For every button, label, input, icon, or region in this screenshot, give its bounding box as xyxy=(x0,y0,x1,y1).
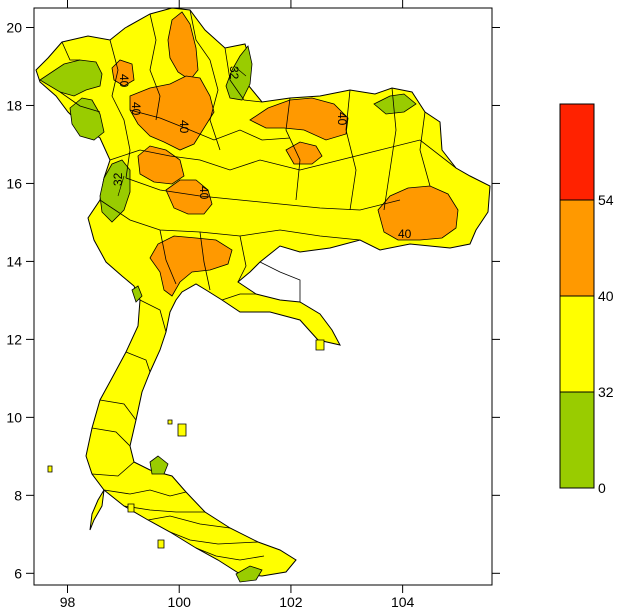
contour-label: 40 xyxy=(398,227,412,241)
y-axis: 6 8 10 12 14 16 18 20 xyxy=(6,19,500,581)
colorbar-label: 54 xyxy=(598,192,614,208)
x-tick-label: 104 xyxy=(391,594,415,610)
colorbar-segment xyxy=(559,295,595,393)
low-region-nw xyxy=(39,59,103,97)
high-region-far-north xyxy=(167,11,199,81)
contour-label: 40 xyxy=(129,102,143,116)
high-region-central-north xyxy=(137,145,185,185)
contour-label-group: 40 40 40 40 40 40 32 32 xyxy=(111,66,412,241)
island xyxy=(167,419,173,425)
contour-label: 40 xyxy=(117,74,131,88)
x-tick-label: 98 xyxy=(60,594,76,610)
contour-label: 40 xyxy=(177,120,191,134)
y-tick-label: 8 xyxy=(14,487,22,503)
low-region-northeast xyxy=(373,93,417,115)
y-tick-label: 6 xyxy=(14,565,22,581)
contour-label: 32 xyxy=(111,172,125,186)
land-coastal-south xyxy=(89,489,105,531)
x-tick-label: 100 xyxy=(168,594,192,610)
y-tick-label: 14 xyxy=(6,253,22,269)
contour-label: 32 xyxy=(227,66,241,80)
island xyxy=(315,339,325,351)
low-region-peninsula xyxy=(149,455,169,475)
low-region-west xyxy=(69,97,105,141)
high-region-bangkok xyxy=(149,235,233,297)
colorbar-segment xyxy=(559,103,595,201)
y-tick-label: 18 xyxy=(6,97,22,113)
contour-label: 40 xyxy=(335,112,349,126)
y-tick-label: 16 xyxy=(6,175,22,191)
island xyxy=(157,539,165,549)
island xyxy=(127,503,135,513)
colorbar-label: 40 xyxy=(598,288,614,304)
colorbar: 0 32 40 54 xyxy=(559,103,614,496)
islands xyxy=(47,339,325,549)
low-region-west-central xyxy=(99,159,131,223)
high-region-northeast xyxy=(249,97,349,141)
x-tick-label: 102 xyxy=(279,594,303,610)
high-region-northeast-small xyxy=(285,141,323,165)
colorbar-label: 0 xyxy=(598,480,606,496)
low-region-south-tip xyxy=(235,565,263,583)
colorbar-segment xyxy=(559,391,595,489)
x-axis: 98 100 102 104 xyxy=(60,0,415,610)
high-region-north-small xyxy=(111,59,135,87)
y-tick-label: 12 xyxy=(6,331,22,347)
contour-label: 40 xyxy=(197,186,211,200)
y-tick-label: 20 xyxy=(6,19,22,35)
contour-lines xyxy=(117,65,247,197)
colorbar-label: 32 xyxy=(598,384,614,400)
high-region-central xyxy=(165,179,213,215)
island xyxy=(47,465,53,473)
low-region-north xyxy=(225,45,253,101)
low-value-regions xyxy=(39,45,417,583)
island xyxy=(177,423,187,437)
low-region-small-west xyxy=(131,285,143,303)
high-region-east xyxy=(377,185,459,241)
province-boundaries xyxy=(59,9,457,561)
colorbar-segment xyxy=(559,199,595,297)
y-tick-label: 10 xyxy=(6,409,22,425)
